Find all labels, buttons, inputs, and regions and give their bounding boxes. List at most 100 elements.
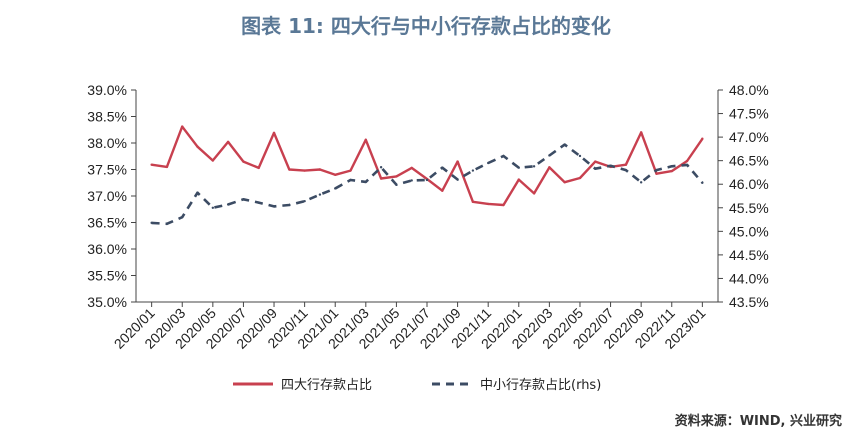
- data-point-small: [410, 179, 413, 182]
- data-point-small: [334, 187, 337, 190]
- data-point-big4: [578, 176, 582, 180]
- y-tick-label-left: 37.0%: [87, 188, 127, 204]
- y-tick-label-right: 45.5%: [729, 200, 769, 216]
- data-point-small: [288, 203, 291, 207]
- series-line-big4: [151, 125, 704, 207]
- data-point-small: [685, 163, 689, 167]
- data-point-big4: [395, 175, 398, 178]
- data-point-big4: [655, 172, 658, 175]
- data-point-big4: [364, 138, 368, 142]
- data-point-small: [471, 169, 475, 172]
- y-tick-label-left: 35.5%: [87, 268, 127, 284]
- data-point-small: [181, 216, 184, 219]
- data-point-small: [150, 221, 153, 225]
- y-tick-label-left: 36.5%: [87, 215, 127, 231]
- data-point-small: [395, 183, 398, 186]
- data-point-big4: [441, 189, 444, 192]
- data-point-big4: [334, 173, 337, 176]
- data-point-big4: [196, 145, 199, 148]
- y-tick-label-right: 45.0%: [729, 223, 769, 239]
- data-point-small: [486, 161, 490, 165]
- data-point-big4: [150, 163, 153, 166]
- axes: 35.0% 35.5% 36.0% 36.5% 37.0% 37.5% 38.0% 38.5%…: [87, 82, 768, 352]
- y-tick-label-left: 36.0%: [87, 241, 127, 257]
- y-tick-label-left: 37.5%: [87, 162, 127, 178]
- data-point-small: [364, 180, 368, 184]
- data-point-small: [211, 206, 215, 209]
- data-point-small: [165, 222, 169, 225]
- data-point-big4: [456, 160, 459, 163]
- data-point-big4: [532, 192, 536, 195]
- data-point-small: [272, 205, 276, 208]
- legend-label-big4: 四大行存款占比: [281, 378, 372, 393]
- data-point-small: [563, 143, 566, 146]
- data-point-big4: [594, 160, 597, 163]
- y-tick-label-right: 46.5%: [729, 153, 769, 169]
- data-point-small: [670, 165, 673, 168]
- data-point-big4: [303, 169, 306, 172]
- y-tick-label-right: 46.0%: [729, 176, 769, 192]
- data-point-small: [196, 191, 199, 194]
- y-tick-label-right: 44.5%: [729, 247, 769, 263]
- data-point-small: [594, 167, 597, 170]
- data-point-small: [609, 164, 612, 168]
- legend: 四大行存款占比 中小行存款占比(rhs): [233, 378, 601, 393]
- data-point-small: [349, 178, 352, 182]
- data-point-small: [242, 198, 245, 201]
- y-tick-label-right: 44.0%: [729, 270, 769, 286]
- data-point-big4: [410, 166, 413, 170]
- data-point-small: [441, 166, 444, 169]
- data-point-big4: [639, 131, 643, 134]
- data-point-big4: [257, 166, 260, 170]
- data-point-small: [548, 154, 551, 157]
- data-point-big4: [701, 137, 704, 140]
- data-point-big4: [563, 181, 566, 184]
- data-point-small: [655, 168, 658, 172]
- data-point-small: [425, 178, 429, 182]
- data-point-small: [303, 199, 306, 203]
- y-tick-label-right: 48.0%: [729, 82, 769, 98]
- data-point-small: [624, 168, 628, 172]
- data-point-small: [456, 178, 459, 181]
- data-point-small: [379, 166, 383, 169]
- data-point-big4: [624, 163, 628, 166]
- y-tick-label-right: 43.5%: [729, 294, 769, 310]
- data-point-big4: [502, 203, 505, 207]
- data-point-small: [318, 193, 322, 196]
- data-point-big4: [685, 159, 689, 163]
- data-point-big4: [548, 166, 551, 169]
- data-point-big4: [471, 200, 475, 204]
- data-point-big4: [517, 178, 520, 181]
- y-tick-label-left: 38.5%: [87, 109, 127, 125]
- data-point-small: [578, 154, 582, 158]
- y-tick-label-right: 47.0%: [729, 129, 769, 145]
- y-tick-label-right: 47.5%: [729, 106, 769, 122]
- data-point-big4: [181, 125, 184, 128]
- data-point-big4: [486, 202, 490, 206]
- data-point-small: [517, 166, 520, 169]
- data-point-big4: [242, 160, 245, 163]
- series-line-small: [151, 143, 704, 226]
- data-point-big4: [318, 168, 322, 171]
- data-point-small: [532, 165, 536, 168]
- data-point-big4: [272, 131, 276, 135]
- y-tick-label-left: 35.0%: [87, 294, 127, 310]
- data-point-big4: [165, 165, 169, 169]
- data-point-small: [502, 154, 505, 158]
- data-point-big4: [211, 159, 215, 162]
- source-note: 资料来源：WIND, 兴业研究: [674, 414, 842, 429]
- data-point-big4: [379, 177, 383, 180]
- data-point-small: [257, 201, 260, 204]
- chart-title: 图表 11: 四大行与中小行存款占比的变化: [241, 14, 611, 38]
- data-point-big4: [349, 169, 352, 172]
- y-tick-label-left: 39.0%: [87, 82, 127, 98]
- plot-lines: [150, 125, 704, 226]
- data-point-big4: [288, 168, 291, 171]
- data-point-small: [226, 203, 230, 206]
- data-point-big4: [670, 169, 673, 173]
- legend-label-small: 中小行存款占比(rhs): [480, 378, 601, 393]
- data-point-small: [701, 181, 704, 185]
- data-point-big4: [226, 140, 230, 144]
- y-tick-label-left: 38.0%: [87, 135, 127, 151]
